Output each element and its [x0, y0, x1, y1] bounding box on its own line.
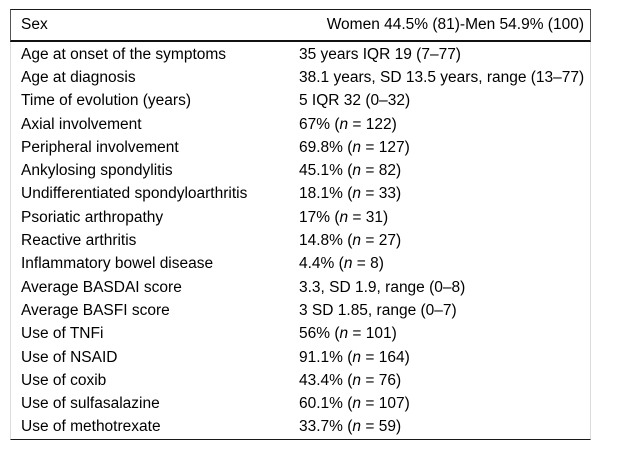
header-value: Women 44.5% (81)-Men 54.9% (100) — [326, 16, 584, 33]
row-value: 45.1% (n = 82) — [299, 162, 402, 180]
table-row: Age at diagnosis 38.1 years, SD 13.5 year… — [11, 66, 590, 89]
row-value: 56% (n = 101) — [299, 325, 397, 343]
row-value: 17% (n = 31) — [299, 208, 389, 226]
row-value: 4.4% (n = 8) — [299, 255, 384, 273]
row-label: Use of coxib — [21, 371, 107, 389]
row-label: Age at diagnosis — [21, 68, 136, 86]
row-value: 91.1% (n = 164) — [299, 348, 410, 366]
row-label: Undifferentiated spondyloarthritis — [21, 185, 248, 203]
table-row: Peripheral involvement 69.8% (n = 127) — [11, 136, 590, 159]
row-label: Age at onset of the symptoms — [21, 45, 227, 63]
patient-characteristics-table: Sex Women 44.5% (81)-Men 54.9% (100) Age… — [10, 9, 591, 441]
row-value: 3.3, SD 1.9, range (0–8) — [299, 278, 466, 296]
table-row: Reactive arthritis 14.8% (n = 27) — [11, 229, 590, 252]
row-label: Axial involvement — [21, 115, 142, 133]
row-value: 5 IQR 32 (0–32) — [299, 92, 411, 110]
table-row: Use of methotrexate 33.7% (n = 59) — [11, 416, 590, 439]
table-row: Use of coxib 43.4% (n = 76) — [11, 369, 590, 392]
row-value: 3 SD 1.85, range (0–7) — [299, 301, 457, 319]
table-row: Ankylosing spondylitis 45.1% (n = 82) — [11, 159, 590, 182]
row-label: Average BASDAI score — [21, 278, 182, 296]
row-label: Psoriatic arthropathy — [21, 208, 164, 226]
table-row: Average BASFI score 3 SD 1.85, range (0–7… — [11, 299, 590, 322]
table-row: Psoriatic arthropathy 17% (n = 31) — [11, 206, 590, 229]
row-value: 14.8% (n = 27) — [299, 232, 402, 250]
row-value: 67% (n = 122) — [299, 115, 397, 133]
row-label: Average BASFI score — [21, 301, 170, 319]
table-row: Use of sulfasalazine 60.1% (n = 107) — [11, 392, 590, 415]
row-label: Use of sulfasalazine — [21, 395, 160, 413]
row-label: Time of evolution (years) — [21, 92, 191, 110]
row-label: Inflammatory bowel disease — [21, 255, 214, 273]
table-row: Use of NSAID 91.1% (n = 164) — [11, 346, 590, 369]
row-label: Peripheral involvement — [21, 138, 179, 156]
table-row: Axial involvement 67% (n = 122) — [11, 113, 590, 136]
row-value: 38.1 years, SD 13.5 years, range (13–77) — [299, 68, 585, 86]
row-label: Use of methotrexate — [21, 418, 161, 436]
row-label: Ankylosing spondylitis — [21, 162, 173, 180]
table-row: Use of TNFi 56% (n = 101) — [11, 323, 590, 346]
header-label: Sex — [21, 16, 48, 33]
row-value: 43.4% (n = 76) — [299, 371, 402, 389]
row-value: 33.7% (n = 59) — [299, 418, 402, 436]
table-row: Undifferentiated spondyloarthritis 18.1% … — [11, 183, 590, 206]
row-value: 35 years IQR 19 (7–77) — [299, 45, 461, 63]
table-body: Age at onset of the symptoms 35 years IQR… — [10, 42, 591, 441]
table-row: Average BASDAI score 3.3, SD 1.9, range (… — [11, 276, 590, 299]
row-label: Reactive arthritis — [21, 232, 137, 250]
table-header-row: Sex Women 44.5% (81)-Men 54.9% (100) — [10, 9, 591, 42]
table-row: Inflammatory bowel disease 4.4% (n = 8) — [11, 253, 590, 276]
row-label: Use of NSAID — [21, 348, 118, 366]
table-row: Time of evolution (years) 5 IQR 32 (0–32) — [11, 90, 590, 113]
table-row: Age at onset of the symptoms 35 years IQR… — [11, 43, 590, 66]
row-value: 18.1% (n = 33) — [299, 185, 402, 203]
row-value: 69.8% (n = 127) — [299, 138, 410, 156]
row-label: Use of TNFi — [21, 325, 104, 343]
row-value: 60.1% (n = 107) — [299, 395, 410, 413]
